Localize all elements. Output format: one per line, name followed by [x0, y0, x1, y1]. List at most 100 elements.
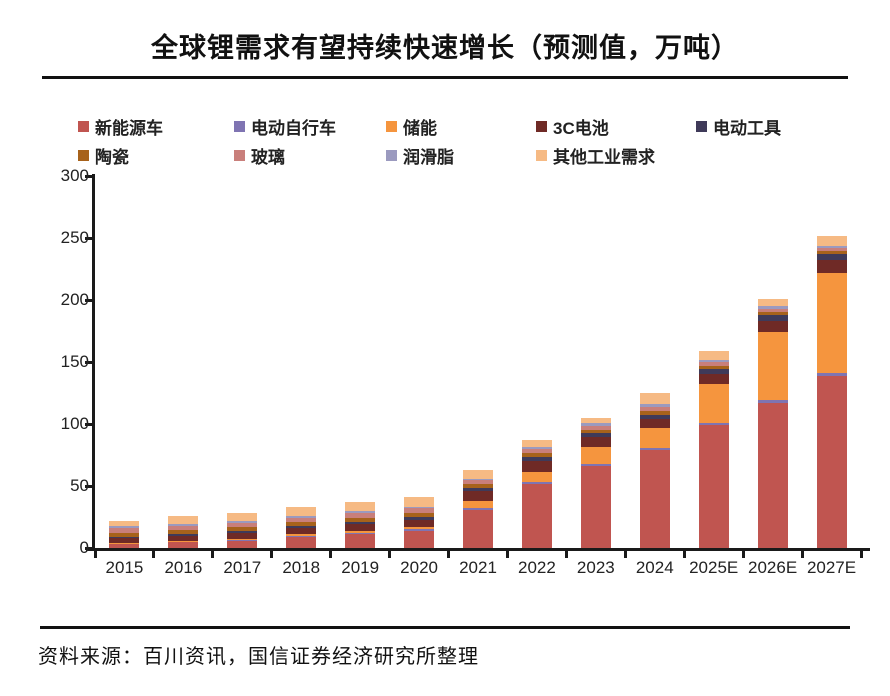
bar-segment-储能	[168, 541, 199, 542]
x-tick-label: 2025E	[689, 558, 739, 577]
legend-swatch-icon	[536, 150, 547, 161]
legend-item-1: 电动自行车	[234, 114, 386, 139]
y-tick-label: 150	[60, 352, 89, 371]
bar-segment-陶瓷	[757, 311, 788, 315]
bar-segment-润滑脂	[463, 478, 493, 481]
bar-2015	[109, 520, 140, 548]
y-tick-label: 250	[60, 228, 89, 247]
bar-segment-其他工业需求	[698, 350, 729, 360]
bar-segment-新能源车	[757, 402, 788, 548]
bar-2019	[345, 502, 376, 548]
bar-2021	[463, 469, 493, 548]
legend-label: 润滑脂	[403, 148, 454, 167]
bar-segment-润滑脂	[698, 359, 729, 363]
bar-segment-其他工业需求	[109, 520, 140, 527]
bar-segment-储能	[639, 427, 670, 448]
bar-segment-3C电池	[286, 528, 317, 535]
bar-segment-玻璃	[580, 425, 611, 430]
x-axis-tick	[800, 550, 804, 558]
bar-segment-其他工业需求	[580, 417, 611, 424]
bar-2027E	[816, 235, 847, 548]
x-axis-tick	[211, 550, 215, 558]
legend-label: 玻璃	[251, 148, 285, 167]
bar-segment-电动自行车	[698, 422, 729, 426]
x-axis-tick	[447, 550, 451, 558]
chart-legend: 新能源车 电动自行车 储能 3C电池 电动工具 陶瓷 玻璃 润滑脂 其他工业需求	[78, 112, 838, 170]
bar-segment-储能	[463, 500, 493, 509]
bar-segment-电动自行车	[463, 508, 493, 510]
x-axis-tick	[505, 550, 509, 558]
x-tick-label: 2019	[341, 558, 380, 577]
y-axis-tick	[85, 360, 93, 364]
bar-segment-电动工具	[109, 536, 140, 539]
bar-segment-电动自行车	[227, 539, 258, 541]
legend-item-2: 储能	[386, 114, 536, 139]
source-note: 资料来源：百川资讯，国信证券经济研究所整理	[38, 646, 479, 668]
y-axis-tick	[85, 174, 93, 178]
bar-segment-陶瓷	[521, 453, 552, 457]
legend-label: 陶瓷	[95, 148, 129, 167]
bar-segment-电动自行车	[580, 464, 611, 467]
bar-segment-玻璃	[639, 407, 670, 412]
legend-item-5: 陶瓷	[78, 143, 234, 168]
bar-segment-储能	[816, 272, 847, 374]
bar-segment-润滑脂	[757, 306, 788, 309]
bar-segment-陶瓷	[404, 512, 435, 518]
y-axis-tick	[85, 236, 93, 240]
bar-segment-电动工具	[521, 456, 552, 461]
bar-segment-陶瓷	[345, 517, 376, 522]
bar-2026E	[757, 298, 788, 548]
title-underline	[42, 76, 848, 79]
bar-segment-玻璃	[227, 522, 258, 527]
bar-segment-电动工具	[698, 369, 729, 375]
legend-swatch-icon	[234, 121, 245, 132]
bar-segment-其他工业需求	[521, 440, 552, 447]
bar-segment-电动自行车	[757, 400, 788, 403]
bar-segment-陶瓷	[816, 251, 847, 255]
legend-item-7: 润滑脂	[386, 143, 536, 168]
bar-segment-3C电池	[639, 419, 670, 428]
bar-segment-3C电池	[580, 437, 611, 447]
x-tick-label: 2026E	[748, 558, 798, 577]
bar-segment-其他工业需求	[816, 235, 847, 246]
bar-segment-新能源车	[286, 536, 317, 548]
bar-segment-储能	[345, 531, 376, 534]
bar-segment-3C电池	[227, 533, 258, 539]
bar-segment-电动工具	[404, 517, 435, 520]
bar-segment-电动自行车	[521, 481, 552, 484]
bar-segment-3C电池	[168, 535, 199, 542]
x-axis-tick	[93, 550, 97, 558]
bar-segment-新能源车	[404, 530, 435, 548]
bar-segment-储能	[227, 538, 258, 540]
bar-segment-玻璃	[521, 449, 552, 454]
bar-segment-新能源车	[463, 509, 493, 548]
bar-segment-3C电池	[816, 260, 847, 273]
y-tick-label: 50	[70, 476, 89, 495]
legend-item-0: 新能源车	[78, 114, 234, 139]
plot-area: 0 50 100 150 200 250 300 2015 2016 2017 2018 2019 20…	[61, 166, 870, 577]
bar-segment-玻璃	[109, 528, 140, 533]
bar-segment-陶瓷	[286, 522, 317, 527]
bar-segment-电动工具	[639, 415, 670, 420]
legend-item-6: 玻璃	[234, 143, 386, 168]
legend-swatch-icon	[78, 150, 89, 161]
bar-segment-电动工具	[345, 522, 376, 525]
bar-segment-3C电池	[463, 490, 493, 501]
y-axis-tick	[85, 546, 93, 550]
bar-segment-玻璃	[816, 247, 847, 252]
bar-segment-电动工具	[168, 534, 199, 536]
bar-segment-储能	[109, 543, 140, 544]
bar-segment-其他工业需求	[404, 497, 435, 507]
bar-segment-电动工具	[463, 487, 493, 491]
bar-segment-玻璃	[463, 480, 493, 485]
bar-segment-电动自行车	[168, 541, 199, 543]
legend-swatch-icon	[536, 121, 547, 132]
bar-segment-陶瓷	[639, 411, 670, 416]
legend-swatch-icon	[78, 121, 89, 132]
x-axis-tick	[564, 550, 568, 558]
bar-segment-3C电池	[757, 321, 788, 333]
chart-title: 全球锂需求有望持续快速增长（预测值，万吨）	[151, 33, 739, 63]
legend-item-8: 其他工业需求	[536, 143, 696, 168]
bar-segment-玻璃	[698, 362, 729, 366]
bar-segment-其他工业需求	[227, 513, 258, 521]
